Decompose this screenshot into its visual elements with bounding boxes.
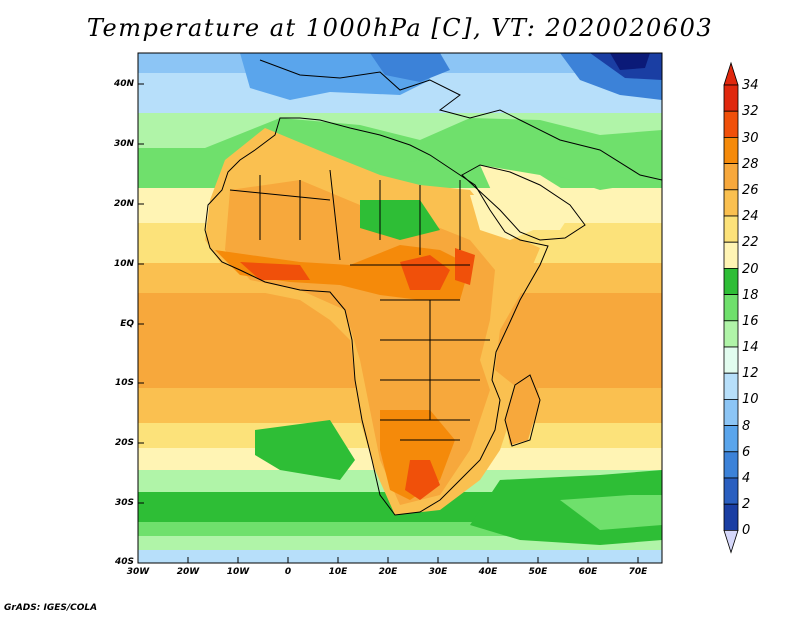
colorbar-swatch: [723, 215, 739, 243]
colorbar-swatch: [723, 267, 739, 295]
map-frame: [137, 52, 663, 564]
lon-label-10w: 10W: [226, 567, 250, 577]
lat-ticks: [138, 83, 144, 504]
colorbar-label-0: 0: [742, 523, 751, 538]
colorbar-label-30: 30: [742, 131, 759, 146]
colorbar-swatch: [723, 320, 739, 348]
lon-label-20w: 20W: [176, 567, 200, 577]
lat-label-10n: 10N: [113, 259, 134, 269]
colorbar-label-34: 34: [742, 78, 759, 93]
colorbar-label-22: 22: [742, 235, 759, 250]
colorbar-swatch: [723, 398, 739, 426]
colorbar: [723, 61, 739, 554]
lon-label-20e: 20E: [378, 567, 398, 577]
lon-label-0: 0: [284, 567, 292, 577]
colorbar-swatch: [723, 241, 739, 269]
colorbar-swatch: [723, 451, 739, 479]
colorbar-over-arrow: [723, 61, 739, 86]
colorbar-under-arrow: [723, 530, 739, 554]
colorbar-label-12: 12: [742, 366, 759, 381]
colorbar-label-2: 2: [742, 497, 751, 512]
temperature-field: [138, 53, 662, 563]
lon-label-70e: 70E: [628, 567, 648, 577]
lon-label-40e: 40E: [478, 567, 498, 577]
colorbar-label-8: 8: [742, 419, 751, 434]
lat-label-30s: 30S: [114, 498, 134, 508]
colorbar-swatch: [723, 163, 739, 191]
colorbar-label-4: 4: [742, 471, 751, 486]
lon-label-50e: 50E: [528, 567, 548, 577]
lat-label-20s: 20S: [114, 438, 134, 448]
colorbar-swatch: [723, 136, 739, 164]
map-title: Temperature at 1000hPa [C], VT: 20200206…: [86, 14, 714, 42]
lon-ticks: [187, 557, 639, 563]
grads-credit: GrADS: IGES/COLA: [4, 603, 98, 613]
colorbar-swatch: [723, 189, 739, 217]
lat-label-eq: EQ: [120, 319, 134, 329]
lon-label-60e: 60E: [578, 567, 598, 577]
colorbar-label-18: 18: [742, 288, 759, 303]
coastlines: [204, 59, 662, 516]
colorbar-swatch: [723, 425, 739, 453]
lat-label-20n: 20N: [113, 199, 134, 209]
colorbar-label-10: 10: [742, 392, 759, 407]
colorbar-label-14: 14: [742, 340, 759, 355]
colorbar-label-16: 16: [742, 314, 759, 329]
lat-label-40s: 40S: [114, 557, 134, 567]
colorbar-swatch: [723, 294, 739, 322]
colorbar-label-26: 26: [742, 183, 759, 198]
colorbar-label-6: 6: [742, 445, 751, 460]
colorbar-swatch: [723, 503, 739, 531]
colorbar-swatch: [723, 372, 739, 400]
lat-label-40n: 40N: [113, 79, 134, 89]
colorbar-label-20: 20: [742, 262, 759, 277]
lat-label-10s: 10S: [114, 378, 134, 388]
colorbar-swatch: [723, 84, 739, 112]
colorbar-swatch: [723, 477, 739, 505]
colorbar-swatch: [723, 110, 739, 138]
lon-label-10e: 10E: [328, 567, 348, 577]
colorbar-label-32: 32: [742, 104, 759, 119]
colorbar-label-28: 28: [742, 157, 759, 172]
lat-label-30n: 30N: [113, 139, 134, 149]
colorbar-swatch: [723, 346, 739, 374]
lon-label-30e: 30E: [428, 567, 448, 577]
colorbar-label-24: 24: [742, 209, 759, 224]
lon-label-30w: 30W: [126, 567, 150, 577]
